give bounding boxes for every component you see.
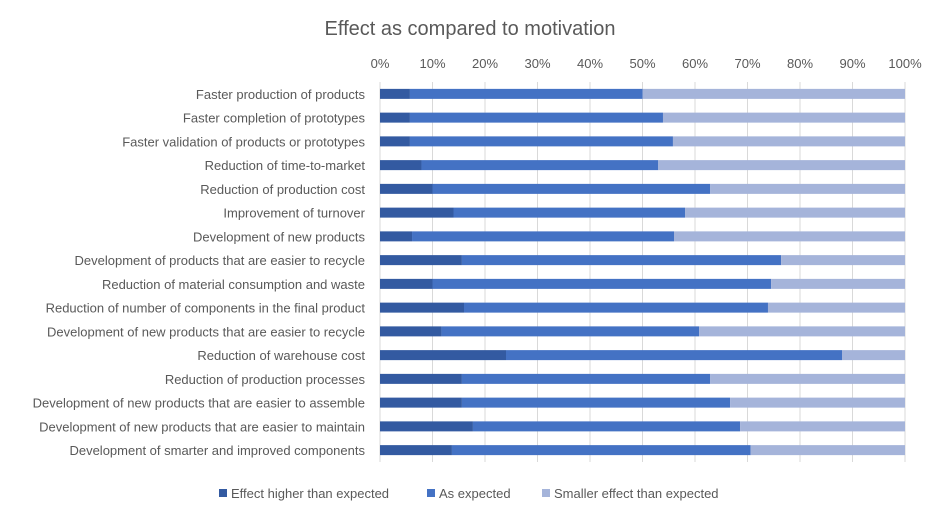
category-label: Development of products that are easier … (75, 253, 365, 268)
x-tick-label: 40% (577, 56, 603, 71)
bar-segment-effect-higher-than-expected (380, 302, 464, 313)
chart-title: Effect as compared to motivation (325, 18, 616, 40)
bar-segment-effect-higher-than-expected (380, 373, 462, 384)
bar-segment-effect-higher-than-expected (380, 136, 410, 147)
legend-swatch (542, 489, 550, 497)
legend-label: As expected (439, 486, 511, 501)
x-tick-label: 0% (371, 56, 390, 71)
x-tick-label: 100% (888, 56, 922, 71)
category-label: Development of smarter and improved comp… (69, 443, 365, 458)
bar-segment-effect-higher-than-expected (380, 231, 413, 242)
bar-segment-effect-higher-than-expected (380, 112, 410, 123)
bar-segment-smaller-effect-than-expected (842, 350, 905, 361)
category-label: Reduction of production cost (200, 182, 365, 197)
bar-segment-as-expected (432, 183, 711, 194)
bar-segment-smaller-effect-than-expected (685, 207, 905, 218)
bar-segment-effect-higher-than-expected (380, 326, 442, 337)
bar-segment-smaller-effect-than-expected (710, 183, 905, 194)
bar-segment-smaller-effect-than-expected (662, 112, 905, 123)
bar-segment-smaller-effect-than-expected (730, 397, 905, 408)
category-labels: Faster production of products Faster comp… (33, 87, 366, 458)
x-tick-label: 80% (787, 56, 813, 71)
bar-segment-as-expected (506, 350, 842, 361)
legend: Effect higher than expected As expected Sm… (219, 486, 719, 501)
x-tick-label: 20% (472, 56, 498, 71)
bar-segment-effect-higher-than-expected (380, 183, 433, 194)
bar-segment-smaller-effect-than-expected (767, 302, 905, 313)
bar-segment-effect-higher-than-expected (380, 255, 462, 266)
bar-segment-as-expected (451, 445, 751, 456)
category-label: Faster validation of products or prototy… (122, 134, 365, 149)
legend-label: Smaller effect than expected (554, 486, 719, 501)
x-tick-label: 70% (734, 56, 760, 71)
bar-segment-effect-higher-than-expected (380, 160, 422, 171)
bar-segment-as-expected (441, 326, 700, 337)
bar-segment-as-expected (472, 421, 741, 432)
bar-segment-effect-higher-than-expected (380, 88, 410, 99)
bar-segment-effect-higher-than-expected (380, 397, 462, 408)
bar-segment-smaller-effect-than-expected (672, 136, 905, 147)
bar-segment-as-expected (461, 255, 782, 266)
bar-segment-as-expected (461, 373, 711, 384)
category-label: Improvement of turnover (223, 206, 365, 221)
category-label: Reduction of material consumption and wa… (102, 277, 365, 292)
legend-swatch (427, 489, 435, 497)
x-tick-label: 90% (839, 56, 865, 71)
category-label: Reduction of time-to-market (205, 158, 366, 173)
bar-segment-as-expected (432, 278, 772, 289)
x-tick-label: 60% (682, 56, 708, 71)
bar-segment-effect-higher-than-expected (380, 350, 506, 361)
category-label: Development of new products (193, 229, 365, 244)
bar-segment-as-expected (461, 397, 731, 408)
bar-segment-smaller-effect-than-expected (658, 160, 905, 171)
x-tick-label: 10% (419, 56, 445, 71)
bar-segment-smaller-effect-than-expected (781, 255, 905, 266)
bar-segment-smaller-effect-than-expected (740, 421, 905, 432)
category-label: Development of new products that are eas… (47, 324, 365, 339)
x-tick-label: 50% (629, 56, 655, 71)
category-label: Faster completion of prototypes (183, 111, 366, 126)
bar-segment-smaller-effect-than-expected (674, 231, 905, 242)
bar-segment-as-expected (421, 160, 659, 171)
bar-segment-smaller-effect-than-expected (710, 373, 905, 384)
legend-swatch (219, 489, 227, 497)
category-label: Reduction of number of components in the… (46, 301, 366, 316)
bars (380, 88, 905, 456)
category-label: Development of new products that are eas… (33, 396, 365, 411)
bar-segment-as-expected (464, 302, 768, 313)
x-tick-label: 30% (524, 56, 550, 71)
bar-segment-smaller-effect-than-expected (699, 326, 905, 337)
bar-segment-as-expected (409, 136, 673, 147)
legend-label: Effect higher than expected (231, 486, 389, 501)
bar-segment-as-expected (412, 231, 674, 242)
bar-segment-smaller-effect-than-expected (771, 278, 905, 289)
bar-segment-as-expected (453, 207, 686, 218)
category-label: Reduction of production processes (165, 372, 366, 387)
bar-segment-smaller-effect-than-expected (750, 445, 905, 456)
x-tick-labels: 0% 10% 20% 30% 40% 50% 60% 70% 80% 90% 100% (371, 56, 922, 71)
bar-segment-as-expected (409, 88, 643, 99)
bar-segment-effect-higher-than-expected (380, 278, 433, 289)
category-label: Faster production of products (196, 87, 366, 102)
bar-segment-effect-higher-than-expected (380, 421, 473, 432)
bar-segment-effect-higher-than-expected (380, 445, 452, 456)
category-label: Reduction of warehouse cost (197, 348, 365, 363)
category-label: Development of new products that are eas… (39, 419, 365, 434)
bar-segment-smaller-effect-than-expected (642, 88, 905, 99)
bar-segment-as-expected (409, 112, 663, 123)
bar-segment-effect-higher-than-expected (380, 207, 454, 218)
